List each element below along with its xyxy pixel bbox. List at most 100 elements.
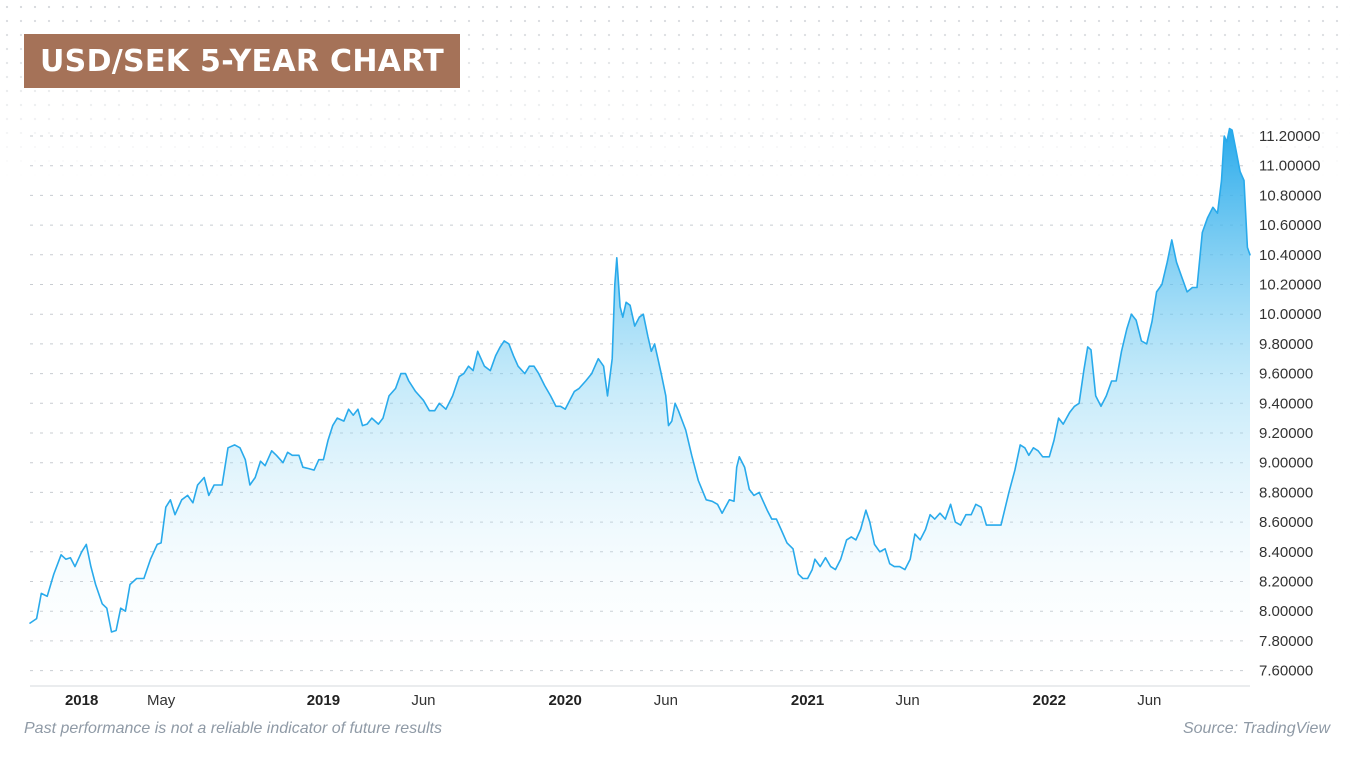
data-point (308, 468, 310, 470)
data-point (1202, 232, 1204, 234)
data-point (503, 340, 505, 342)
data-point (1024, 447, 1026, 449)
data-point (717, 504, 719, 506)
data-point (1223, 135, 1225, 137)
title-banner: USD/SEK 5-YEAR CHART (24, 34, 461, 88)
data-point (674, 403, 676, 405)
series-line (29, 127, 1251, 633)
data-point (1141, 340, 1143, 342)
data-point (753, 495, 755, 497)
data-point (249, 484, 251, 486)
area-fill (30, 128, 1250, 687)
data-point (560, 406, 562, 408)
data-point (90, 566, 92, 568)
data-point (830, 566, 832, 568)
data-point (106, 607, 108, 609)
data-point (739, 456, 741, 458)
data-point (792, 548, 794, 550)
data-point (678, 410, 680, 412)
data-point (439, 403, 441, 405)
data-point (1231, 129, 1233, 131)
data-point (685, 429, 687, 431)
data-point (929, 514, 931, 516)
y-tick-label: 8.80000 (1259, 484, 1313, 501)
data-point (835, 569, 837, 571)
data-point (894, 566, 896, 568)
data-point (1111, 380, 1113, 382)
y-tick-label: 7.80000 (1259, 633, 1313, 650)
data-point (302, 466, 304, 468)
data-point (81, 551, 83, 553)
y-tick-label: 10.00000 (1259, 306, 1322, 323)
y-tick-label: 8.20000 (1259, 574, 1313, 591)
data-point (115, 630, 117, 632)
data-point (925, 529, 927, 531)
x-tick-label-year: 2019 (307, 692, 340, 709)
data-point (1212, 207, 1214, 209)
data-point (643, 313, 645, 315)
data-point (323, 459, 325, 461)
data-point (129, 584, 131, 586)
data-point (904, 569, 906, 571)
data-point (749, 489, 751, 491)
data-point (889, 563, 891, 565)
data-point (70, 557, 72, 559)
data-point (945, 518, 947, 520)
data-point (352, 414, 354, 416)
data-point (1062, 423, 1064, 425)
data-point (1186, 291, 1188, 293)
data-point (691, 455, 693, 457)
data-point (181, 499, 183, 501)
data-point (771, 518, 773, 520)
data-point (1226, 141, 1228, 143)
data-point (337, 417, 339, 419)
data-point (227, 447, 229, 449)
data-point (1069, 411, 1071, 413)
data-point (213, 484, 215, 486)
data-point (371, 417, 373, 419)
data-point (298, 455, 300, 457)
data-point (965, 514, 967, 516)
data-point (802, 578, 804, 580)
data-point (282, 462, 284, 464)
data-point (616, 257, 618, 259)
data-point (874, 544, 876, 546)
data-point (919, 539, 921, 541)
data-point (721, 512, 723, 514)
data-point (733, 501, 735, 503)
y-tick-label: 9.00000 (1259, 455, 1313, 472)
data-point (1058, 417, 1060, 419)
data-point (160, 542, 162, 544)
data-point (208, 495, 210, 497)
data-point (174, 514, 176, 516)
data-point (639, 316, 641, 318)
data-point (564, 408, 566, 410)
y-tick-label: 10.20000 (1259, 277, 1322, 294)
data-point (203, 477, 205, 479)
data-point (899, 566, 901, 568)
data-point (647, 336, 649, 338)
data-point (744, 466, 746, 468)
data-point (46, 596, 48, 598)
data-point (187, 495, 189, 497)
data-point (668, 425, 670, 427)
x-tick-label-month: May (147, 692, 176, 709)
data-point (1161, 284, 1163, 286)
data-point (408, 380, 410, 382)
data-point (388, 395, 390, 397)
data-point (622, 316, 624, 318)
x-tick-label-year: 2020 (548, 692, 581, 709)
data-point (400, 373, 402, 375)
data-point (914, 533, 916, 535)
y-tick-label: 10.60000 (1259, 217, 1322, 234)
data-point (811, 569, 813, 571)
data-point (415, 391, 417, 393)
y-tick-label: 10.80000 (1259, 187, 1322, 204)
data-point (657, 358, 659, 360)
data-point (452, 395, 454, 397)
data-point (939, 512, 941, 514)
x-axis-ticks: 2018 May 2019 Jun 2020 Jun 2021 Jun 2022 Jun (65, 692, 1161, 709)
data-point (729, 499, 731, 501)
y-tick-label: 10.40000 (1259, 247, 1322, 264)
